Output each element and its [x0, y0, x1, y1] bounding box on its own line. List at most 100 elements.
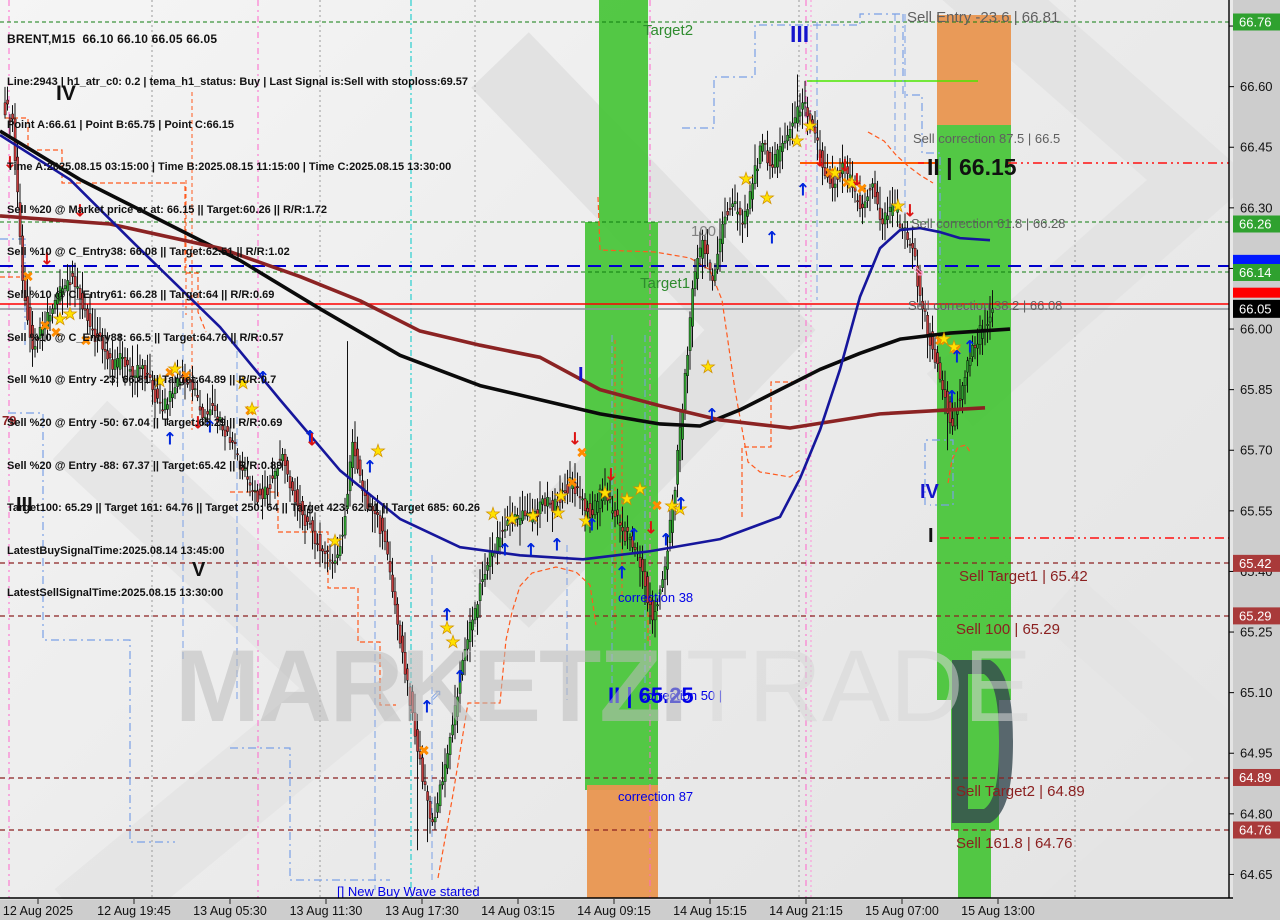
fractal-cross-icon: ✖	[50, 325, 62, 341]
star-signal-icon: ★	[244, 399, 259, 419]
price-badge	[1233, 299, 1280, 318]
price-axis[interactable]: 66.7566.6066.4566.3066.1566.0065.8565.70…	[1229, 0, 1280, 920]
symbol-ohlc-line: BRENT,M15 66.10 66.10 66.05 66.05	[7, 32, 218, 47]
star-signal-icon: ★	[619, 489, 634, 509]
time-tick-label: 14 Aug 21:15	[769, 904, 843, 918]
annotation-label: Sell Entry -23.6 | 66.81	[907, 9, 1059, 26]
fractal-cross-icon: ✖	[841, 175, 853, 191]
fractal-cross-icon: ✖	[22, 269, 34, 285]
price-badge	[1233, 287, 1280, 298]
time-axis[interactable]: 12 Aug 2025 12 Aug 19:45 13 Aug 05:30 13 Au…	[0, 899, 1233, 920]
sell-arrow-icon: ↓	[838, 156, 852, 176]
moving-averages	[0, 129, 1011, 561]
price-badge	[1233, 768, 1280, 786]
info-line: Sell %20 @ Market price or at: 66.15 || …	[7, 203, 327, 216]
star-signal-icon: ★	[759, 188, 774, 208]
annotation-label: correction 50 |	[640, 688, 722, 703]
fractal-cross-icon: ✖	[856, 181, 868, 197]
star-signal-icon: ★	[52, 309, 67, 329]
buy-arrow-icon: ↑	[796, 180, 810, 200]
annotation-label: III	[790, 21, 809, 47]
star-signal-icon: ★	[370, 441, 385, 461]
channel-step-lines	[0, 13, 954, 881]
price-badge	[1233, 254, 1280, 266]
annotation-label: I	[578, 364, 584, 386]
sell-arrow-icon: ↓	[40, 249, 54, 269]
price-badge-label: 64.89	[1239, 770, 1272, 785]
info-line: Target100: 65.29 || Target 161: 64.76 ||…	[7, 502, 481, 515]
star-signal-icon: ★	[485, 504, 500, 524]
time-tick-label: 13 Aug 11:30	[290, 904, 363, 918]
annotation-label: 79	[2, 413, 16, 428]
annotation-label: Sell correction 87.5 | 66.5	[913, 131, 1060, 146]
price-tick-label: 65.10	[1240, 685, 1273, 700]
price-tick-label: 64.95	[1240, 746, 1273, 761]
time-tick-label: 13 Aug 05:30	[193, 904, 267, 918]
price-badge-label: 66.26	[1239, 217, 1272, 232]
buy-arrow-icon: ↑	[203, 417, 217, 437]
indicator-info-panel: BRENT,M15 66.10 66.10 66.05 66.05 Line:2…	[7, 4, 480, 629]
buy-arrow-icon: ↑	[363, 457, 377, 477]
star-signal-icon: ★	[936, 329, 951, 349]
star-signal-icon: ★	[844, 173, 859, 193]
price-tick-label: 65.25	[1240, 625, 1273, 640]
sell-arrow-icon: ↓	[850, 170, 864, 190]
fractal-cross-icon: ✖	[244, 403, 256, 419]
buy-arrow-icon: ↑	[524, 540, 538, 560]
info-line: Sell %20 @ Entry -88: 67.37 || Target:65…	[7, 459, 283, 472]
annotation-label: Sell Target2 | 64.89	[956, 783, 1085, 800]
price-badge-label: 66.14	[1239, 265, 1272, 280]
time-tick-label: 13 Aug 17:30	[385, 904, 459, 918]
annotation-label: Sell correction 61.8 | 66.28	[911, 216, 1065, 231]
price-badge	[1233, 215, 1280, 233]
buy-arrow-icon: ↑	[550, 535, 564, 555]
time-tick-label: 15 Aug 13:00	[961, 904, 1035, 918]
buy-arrow-icon: ↑	[453, 667, 467, 687]
annotation-label: correction 87	[618, 789, 693, 804]
hollow-arrow-icon: ⇗	[430, 686, 443, 704]
price-tick-label: 66.30	[1240, 200, 1273, 215]
fractal-cross-icon: ✖	[39, 318, 51, 334]
sell-arrow-icon: ↓	[903, 201, 917, 221]
buy-arrow-icon: ↑	[945, 387, 959, 407]
price-badge-label: 66.76	[1239, 15, 1272, 30]
ma-black	[0, 129, 1011, 428]
trailing-stop-lines	[0, 117, 971, 879]
price-badge-label: 65.42	[1239, 556, 1272, 571]
star-signal-icon: ★	[525, 506, 540, 526]
annotation-label: IV	[920, 481, 940, 503]
sell-arrow-icon: ↓	[73, 201, 87, 221]
annotation-label: III	[16, 494, 33, 516]
star-signal-icon: ★	[597, 483, 612, 503]
star-signal-icon: ★	[946, 337, 961, 357]
logo-d-mark	[952, 660, 1013, 823]
fractal-cross-icon: ✖	[950, 342, 962, 358]
star-signal-icon: ★	[167, 359, 182, 379]
sell-arrow-icon: ↓	[644, 518, 658, 538]
star-signal-icon: ★	[827, 163, 842, 183]
annotation-label: V	[192, 559, 206, 581]
info-line: Sell %10 @ C_Entry88: 66.5 || Target:64.…	[7, 331, 284, 344]
price-badge	[1233, 607, 1280, 625]
annotation-label: IV	[56, 82, 76, 105]
pink-arrow-icon: ⇘	[911, 261, 924, 280]
price-tick-label: 64.80	[1240, 806, 1273, 821]
time-tick-label: 12 Aug 2025	[3, 904, 73, 918]
star-signal-icon: ★	[664, 496, 679, 516]
sell-arrow-icon: ↓	[305, 430, 319, 450]
buy-arrow-icon: ↑	[674, 494, 688, 514]
star-signal-icon: ★	[632, 479, 647, 499]
star-signal-icon: ★	[550, 503, 565, 523]
star-signal-icon: ★	[439, 618, 454, 638]
price-badge-label: 66.05	[1239, 301, 1272, 316]
candlestick-series	[3, 74, 994, 851]
annotation-label: Sell 161.8 | 64.76	[956, 835, 1072, 852]
sell-arrow-icon: ↓	[191, 413, 205, 433]
info-line: LatestBuySignalTime:2025.08.14 13:45:00	[7, 544, 225, 557]
star-signal-icon: ★	[327, 531, 342, 551]
buy-arrow-icon: ↑	[627, 525, 641, 545]
fractal-cross-icon: ✖	[824, 165, 836, 181]
buy-arrow-icon: ↑	[950, 347, 964, 367]
